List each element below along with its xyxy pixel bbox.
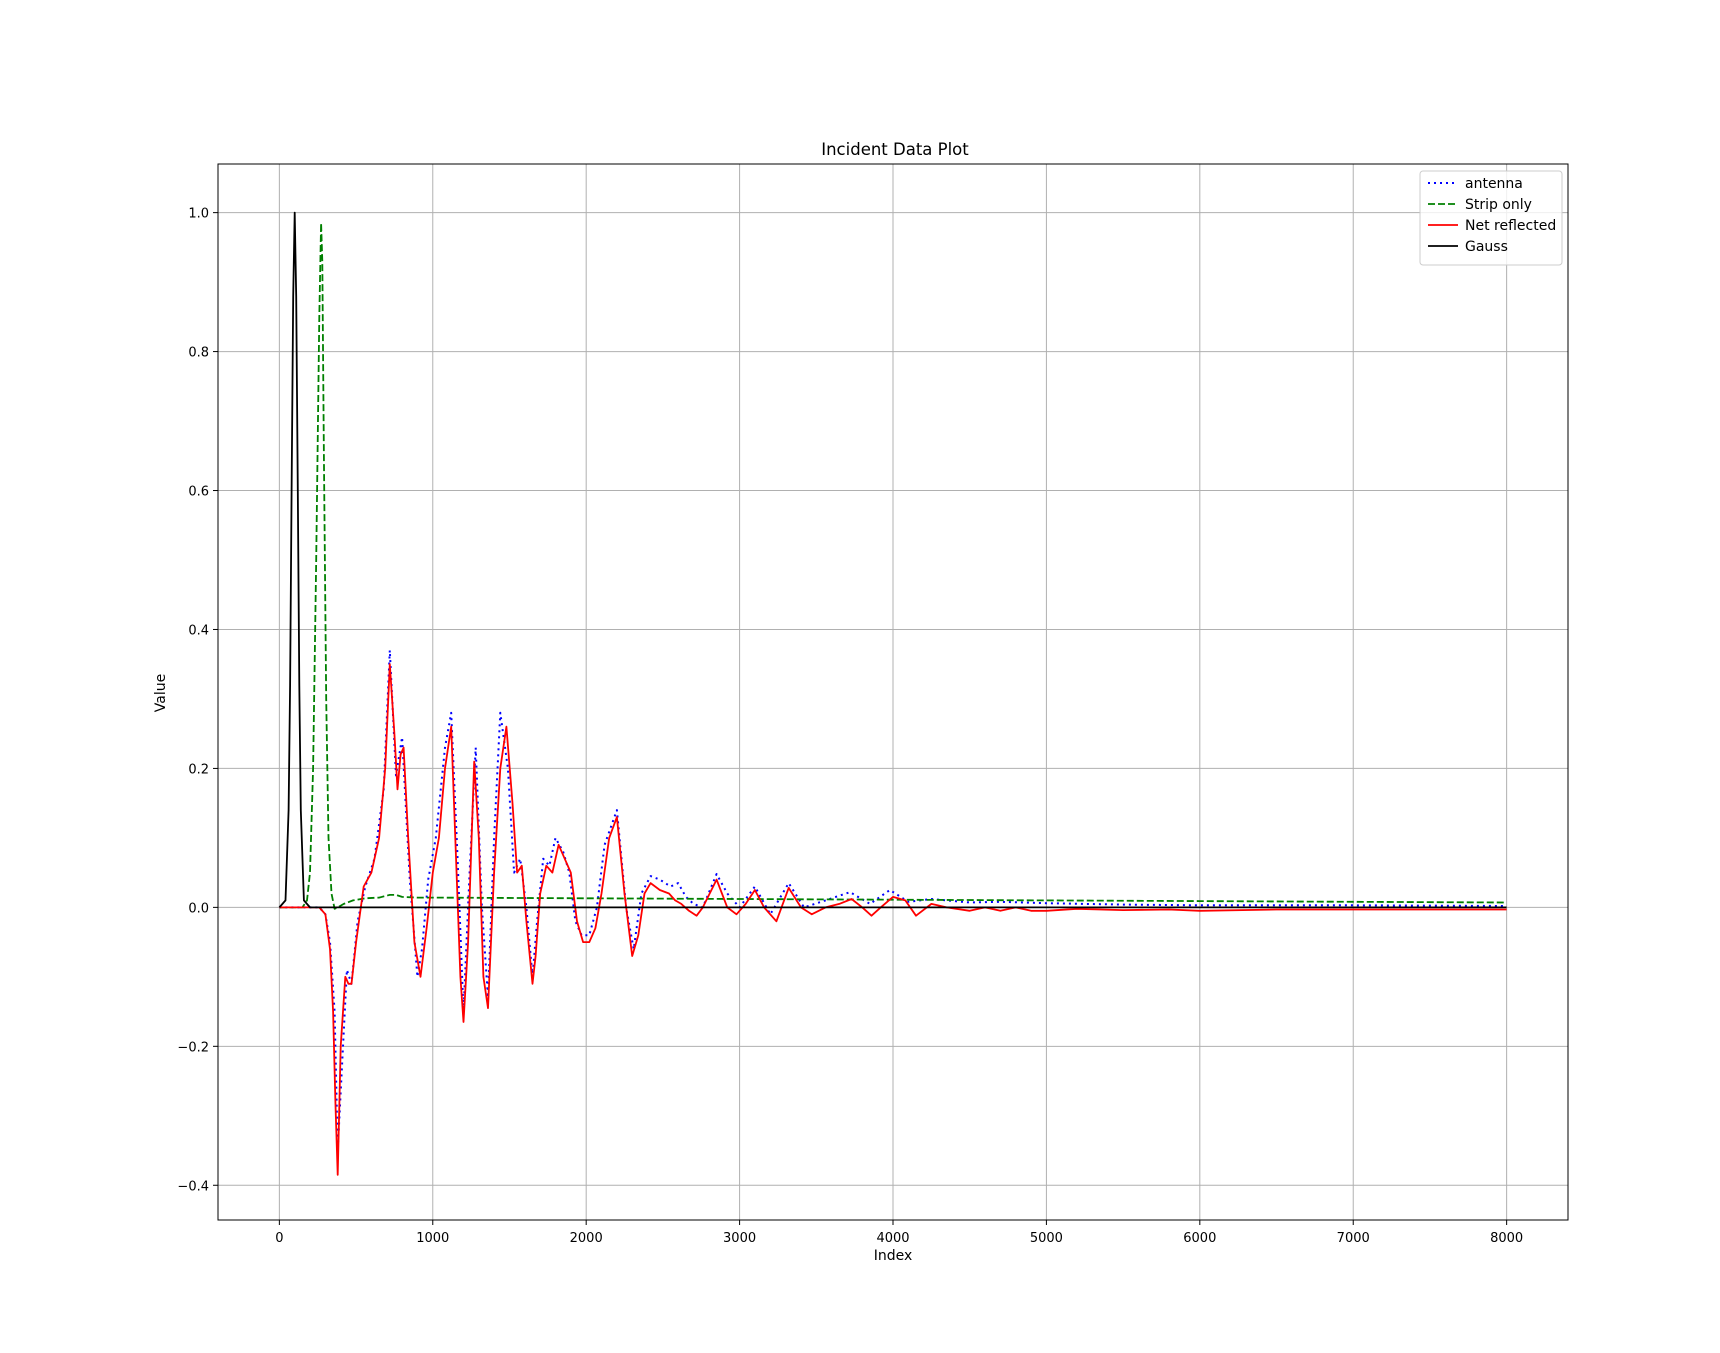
x-tick-label: 3000	[723, 1231, 756, 1246]
x-axis-title: Index	[874, 1248, 913, 1264]
series-line-gauss	[278, 211, 1507, 909]
series-line-strip-only	[279, 222, 1507, 910]
x-tick-label: 4000	[876, 1231, 909, 1246]
x-axis-ticks: 0 1000 2000 3000 4000 5000 6000 7000 8000	[275, 1220, 1523, 1246]
chart-title: Incident Data Plot	[821, 140, 969, 159]
y-tick-label: −0.2	[177, 1040, 209, 1055]
x-tick-label: 8000	[1490, 1231, 1523, 1246]
y-tick-label: 0.8	[188, 346, 209, 361]
y-tick-label: 0.4	[188, 623, 209, 638]
y-tick-label: 0.2	[188, 762, 209, 777]
y-tick-label: 1.0	[188, 207, 209, 222]
plot-frame	[217, 163, 1569, 1221]
x-tick-label: 1000	[416, 1231, 449, 1246]
y-tick-label: 0.0	[188, 901, 209, 916]
legend-label-strip-only: Strip only	[1465, 197, 1532, 213]
legend-label-net-reflected: Net reflected	[1465, 218, 1556, 234]
series-line-net-reflected	[279, 663, 1507, 1176]
x-tick-label: 0	[275, 1231, 283, 1246]
y-axis-ticks: −0.4 −0.2 0.0 0.2 0.4 0.6 0.8 1.0	[177, 207, 218, 1194]
legend: antenna Strip only Net reflected Gauss	[1419, 170, 1563, 266]
x-tick-label: 7000	[1337, 1231, 1370, 1246]
legend-label-antenna: antenna	[1465, 176, 1523, 192]
y-tick-label: 0.6	[188, 485, 209, 500]
x-tick-label: 5000	[1030, 1231, 1063, 1246]
legend-label-gauss: Gauss	[1465, 239, 1508, 255]
legend-box	[1419, 170, 1563, 266]
x-tick-label: 6000	[1183, 1231, 1216, 1246]
grid	[218, 164, 1568, 1220]
y-tick-label: −0.4	[177, 1179, 209, 1194]
y-axis-title: Value	[153, 674, 169, 712]
series-lines	[278, 211, 1507, 1176]
x-tick-label: 2000	[570, 1231, 603, 1246]
